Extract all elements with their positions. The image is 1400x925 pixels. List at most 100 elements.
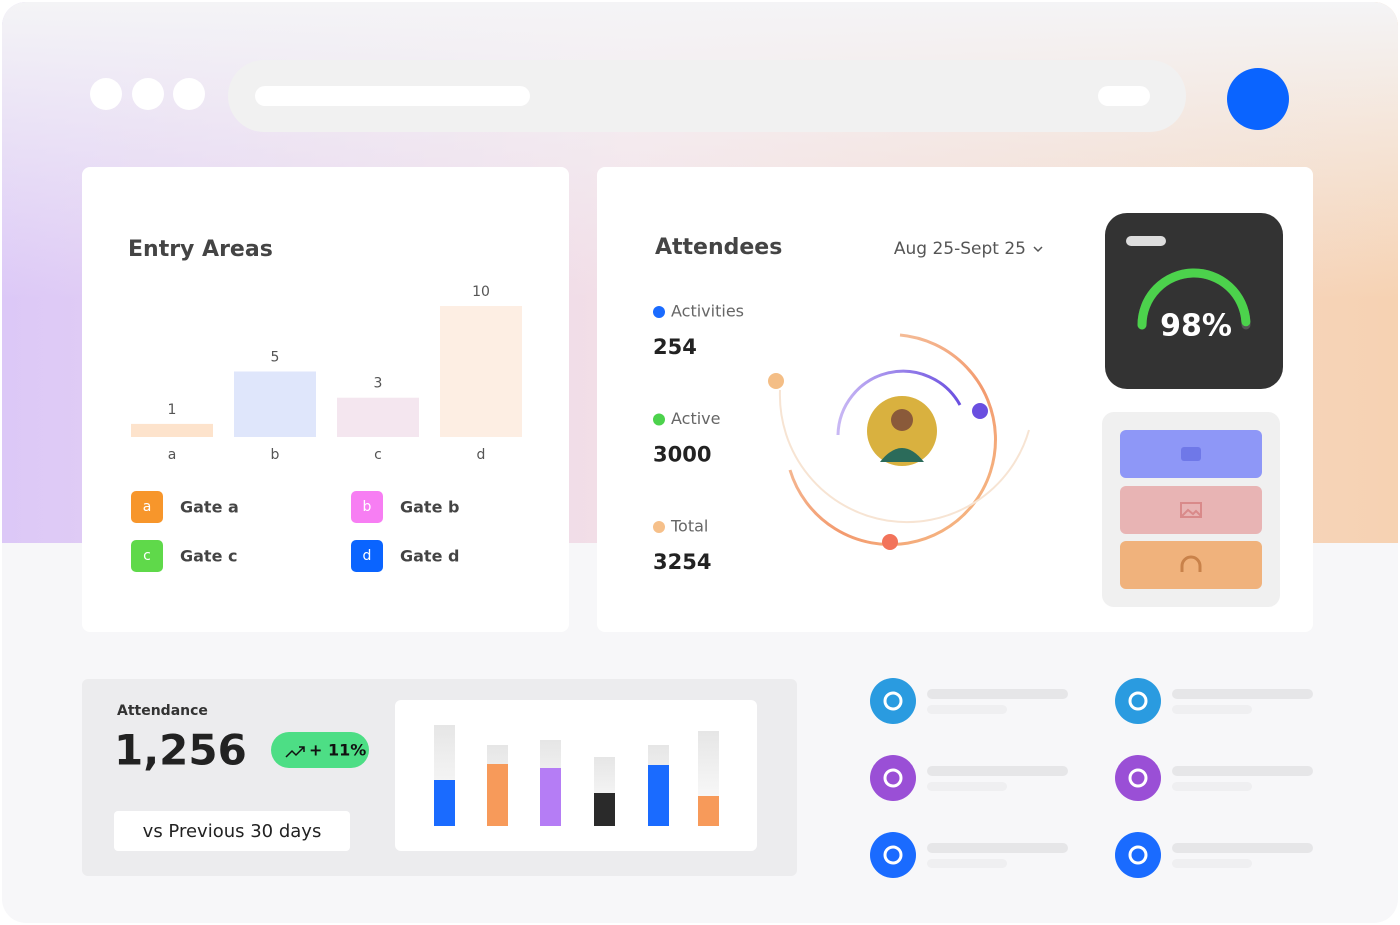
list-icon	[870, 678, 916, 724]
data-label: 1	[168, 402, 177, 418]
list-line	[1172, 766, 1313, 776]
list-icon	[870, 832, 916, 878]
comparison-text: vs Previous 30 days	[143, 821, 322, 842]
legend-key: d	[363, 548, 372, 564]
change-value: + 11%	[309, 741, 366, 760]
entry-card	[82, 167, 569, 632]
legend-key: c	[143, 548, 151, 564]
list-line	[1172, 689, 1313, 699]
x-tick-label: d	[477, 447, 486, 463]
image-icon	[1180, 502, 1202, 518]
mini-bar	[434, 780, 455, 826]
orbit-ring	[778, 389, 1030, 524]
orbit-dot	[882, 534, 898, 550]
list-line	[927, 782, 1007, 791]
card-title: Attendance	[117, 703, 208, 719]
data-label: 5	[271, 350, 280, 366]
image-button[interactable]	[1120, 486, 1262, 534]
orbit-ring	[788, 333, 997, 547]
stat-dot	[653, 413, 665, 426]
entry-chart: 1 a 5 b 3 c 10 d	[131, 284, 522, 463]
x-tick-label: b	[271, 447, 280, 463]
legend-label: Gate a	[180, 498, 239, 517]
legend-key: b	[363, 499, 372, 515]
stat-label: Total	[670, 517, 708, 536]
video-icon	[1181, 447, 1201, 461]
data-label: 3	[374, 376, 383, 392]
card-title: Attendees	[655, 235, 782, 260]
gauge-label: 98%	[1160, 309, 1232, 344]
list-icon-glyph	[883, 691, 903, 711]
list-line	[1172, 843, 1313, 853]
mini-bar	[487, 764, 508, 826]
mini-bars	[434, 725, 719, 826]
mini-bar	[594, 793, 615, 826]
list-line	[927, 689, 1068, 699]
list-icon	[1115, 832, 1161, 878]
mini-bar	[698, 796, 719, 826]
legend-label: Gate c	[180, 547, 237, 566]
mini-bar	[648, 765, 669, 826]
list-icon	[870, 755, 916, 801]
list-icon	[1115, 755, 1161, 801]
gauge	[1137, 268, 1251, 330]
stat-label: Activities	[671, 302, 744, 321]
list-icon-glyph	[883, 845, 903, 865]
bar	[131, 423, 213, 437]
window-dot	[90, 78, 122, 110]
list-line	[1172, 782, 1252, 791]
list-icon-glyph	[1128, 691, 1148, 711]
stat-label: Active	[671, 409, 721, 428]
legend-label: Gate d	[400, 547, 459, 566]
bar	[234, 371, 316, 437]
audio-icon	[1180, 555, 1202, 572]
x-tick-label: c	[374, 447, 382, 463]
data-label: 10	[472, 284, 490, 300]
gauge-arc	[1137, 268, 1251, 330]
stat-value: 254	[653, 335, 697, 359]
list-line	[927, 859, 1007, 868]
search-button[interactable]	[1098, 86, 1150, 106]
chevron	[1033, 246, 1043, 253]
legend-label: Gate b	[400, 498, 459, 517]
stat-value: 3000	[653, 443, 711, 467]
attendance-value: 1,256	[114, 726, 247, 775]
list-icon-glyph	[1128, 845, 1148, 865]
card-title: Entry Areas	[128, 237, 273, 262]
legend-swatch	[131, 491, 163, 523]
list-line	[1172, 705, 1252, 714]
bar	[440, 306, 522, 437]
stat-value: 3254	[653, 550, 711, 574]
list-line	[927, 705, 1007, 714]
audio-button[interactable]	[1120, 541, 1262, 589]
bar	[337, 397, 419, 437]
orbit	[768, 333, 1030, 550]
list-icon-glyph	[1128, 768, 1148, 788]
list-icon	[1115, 678, 1161, 724]
window-dot	[132, 78, 164, 110]
gauge-handle	[1126, 236, 1166, 246]
gauge-box	[1105, 213, 1283, 389]
stat-dot	[653, 306, 665, 318]
stats: Activities 254 Active 3000 Total 3254	[653, 302, 744, 574]
mini-bar	[540, 768, 561, 826]
orbit-dot	[768, 373, 784, 389]
search-bar[interactable]	[228, 60, 1186, 132]
comparison-box	[114, 811, 350, 851]
list-line	[1172, 859, 1252, 868]
legend: a Gate a b Gate b c Gate c d Gate d	[131, 491, 459, 572]
search-placeholder	[255, 86, 530, 106]
legend-swatch	[351, 540, 383, 572]
trend-icon	[285, 746, 305, 758]
window-dot	[173, 78, 205, 110]
x-tick-label: a	[168, 447, 177, 463]
list-icon-glyph	[883, 768, 903, 788]
legend-key: a	[143, 499, 152, 515]
list-line	[927, 766, 1068, 776]
stat-dot	[653, 521, 665, 533]
profile-button[interactable]	[1227, 68, 1289, 130]
avatar-face	[891, 409, 913, 431]
avatar-body	[880, 448, 924, 462]
date-range[interactable]: Aug 25-Sept 25	[894, 239, 1026, 259]
